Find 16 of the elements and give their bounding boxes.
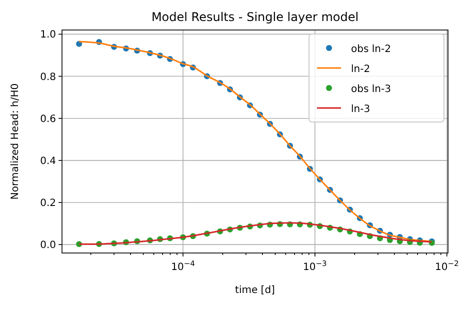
y-tick-label: 0.8 xyxy=(40,72,56,83)
y-axis-title: Normalized Head: h/H0 xyxy=(10,83,21,200)
y-tick-label: 0.4 xyxy=(40,156,56,167)
legend-label: obs ln-2 xyxy=(351,44,391,55)
y-tick-label: 1.0 xyxy=(40,30,56,41)
y-tick-label: 0.6 xyxy=(40,114,56,125)
x-axis-title: time [d] xyxy=(235,285,276,296)
legend-label: obs ln-3 xyxy=(351,84,391,95)
x-tick-label: 10$^{−3}$ xyxy=(303,258,328,273)
legend-label: ln-2 xyxy=(351,64,370,75)
x-tick-label: 10$^{−2}$ xyxy=(434,258,459,273)
legend-label: ln-3 xyxy=(351,104,370,115)
y-tick-label: 0.0 xyxy=(40,240,56,252)
x-tick-label: 10$^{−4}$ xyxy=(171,258,196,273)
y-tick-label: 0.2 xyxy=(40,198,56,210)
chart-title: Model Results - Single layer model xyxy=(151,10,359,24)
